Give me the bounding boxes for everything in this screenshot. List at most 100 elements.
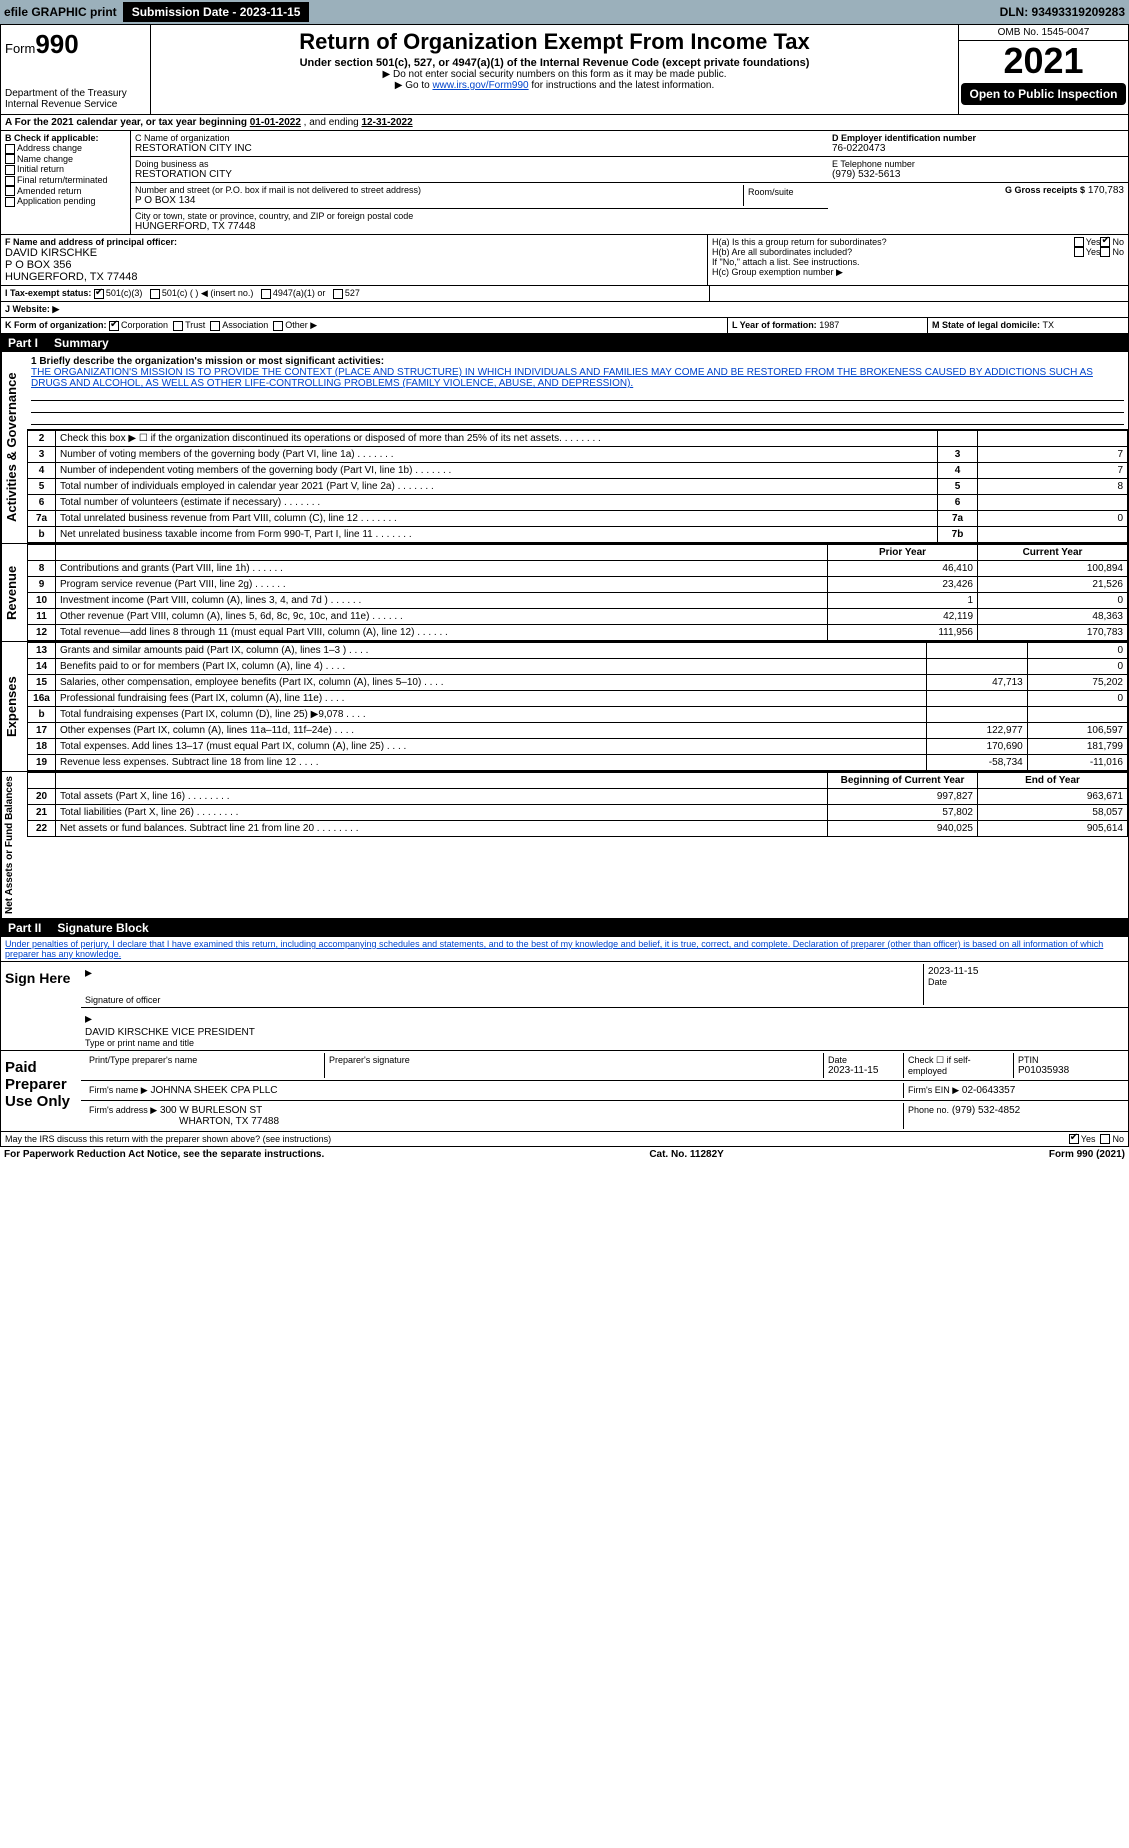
gov-section: Activities & Governance 1 Briefly descri…: [0, 352, 1129, 544]
ssn-warning: ▶ Do not enter social security numbers o…: [159, 69, 950, 80]
officer-block: F Name and address of principal officer:…: [0, 235, 1129, 286]
irs-label: Internal Revenue Service: [5, 99, 146, 110]
perjury-text: Under penalties of perjury, I declare th…: [0, 937, 1129, 962]
chk-final-return[interactable]: [5, 176, 15, 186]
mission-text: THE ORGANIZATION'S MISSION IS TO PROVIDE…: [31, 367, 1124, 389]
discuss-no[interactable]: [1100, 1134, 1110, 1144]
part1-header: Part I Summary: [0, 334, 1129, 352]
tax-year: 2021: [959, 41, 1128, 81]
chk-trust[interactable]: [173, 321, 183, 331]
firm-ein: 02-0643357: [962, 1085, 1015, 1096]
ha-no[interactable]: [1100, 237, 1110, 247]
table-row: 13Grants and similar amounts paid (Part …: [28, 643, 1128, 659]
goto-line: ▶ Go to www.irs.gov/Form990 for instruct…: [159, 80, 950, 91]
table-row: 5Total number of individuals employed in…: [28, 479, 1128, 495]
chk-527[interactable]: [333, 289, 343, 299]
top-bar: efile GRAPHIC print Submission Date - 20…: [0, 0, 1129, 24]
gross-receipts: 170,783: [1088, 185, 1124, 196]
revenue-section: Revenue Prior Year Current Year 8Contrib…: [0, 544, 1129, 642]
firm-name: JOHNNA SHEEK CPA PLLC: [150, 1085, 277, 1096]
table-row: 3Number of voting members of the governi…: [28, 447, 1128, 463]
org-street: P O BOX 134: [135, 195, 743, 206]
chk-501c3[interactable]: [94, 289, 104, 299]
sign-block: Sign Here Signature of officer 2023-11-1…: [0, 962, 1129, 1132]
chk-corp[interactable]: [109, 321, 119, 331]
part2-header: Part II Signature Block: [0, 919, 1129, 937]
ptin: P01035938: [1018, 1065, 1120, 1076]
org-city: HUNGERFORD, TX 77448: [135, 221, 824, 232]
table-row: 2Check this box ▶ ☐ if the organization …: [28, 431, 1128, 447]
open-to-public: Open to Public Inspection: [961, 83, 1126, 105]
table-row: 6Total number of volunteers (estimate if…: [28, 495, 1128, 511]
officer-addr2: HUNGERFORD, TX 77448: [5, 271, 703, 283]
year-formation: 1987: [819, 320, 839, 330]
table-row: 21Total liabilities (Part X, line 26) . …: [28, 805, 1128, 821]
table-row: bNet unrelated business taxable income f…: [28, 527, 1128, 543]
mission-block: 1 Briefly describe the organization's mi…: [27, 352, 1128, 430]
page-footer: For Paperwork Reduction Act Notice, see …: [0, 1147, 1129, 1162]
officer-typed-name: DAVID KIRSCHKE VICE PRESIDENT: [85, 1027, 1124, 1038]
chk-assoc[interactable]: [210, 321, 220, 331]
website-row: J Website: ▶: [0, 302, 1129, 318]
form-number: Form990: [5, 29, 146, 60]
org-name: RESTORATION CITY INC: [135, 143, 824, 154]
chk-other[interactable]: [273, 321, 283, 331]
netassets-table: Beginning of Current Year End of Year 20…: [27, 772, 1128, 837]
table-row: 14Benefits paid to or for members (Part …: [28, 659, 1128, 675]
chk-name-change[interactable]: [5, 154, 15, 164]
discuss-yes[interactable]: [1069, 1134, 1079, 1144]
table-row: 11Other revenue (Part VIII, column (A), …: [28, 609, 1128, 625]
hb-yes[interactable]: [1074, 247, 1084, 257]
omb-number: OMB No. 1545-0047: [959, 25, 1128, 41]
netassets-section: Net Assets or Fund Balances Beginning of…: [0, 772, 1129, 919]
chk-amended[interactable]: [5, 186, 15, 196]
revenue-table: Prior Year Current Year 8Contributions a…: [27, 544, 1128, 641]
header-left: Form990 Department of the Treasury Inter…: [1, 25, 151, 114]
box-b: B Check if applicable: Address change Na…: [1, 131, 131, 234]
gov-table: 2Check this box ▶ ☐ if the organization …: [27, 430, 1128, 543]
form-subtitle: Under section 501(c), 527, or 4947(a)(1)…: [159, 57, 950, 69]
period-begin: 01-01-2022: [250, 117, 301, 128]
state-domicile: TX: [1043, 320, 1055, 330]
entity-block: B Check if applicable: Address change Na…: [0, 131, 1129, 235]
table-row: 19Revenue less expenses. Subtract line 1…: [28, 755, 1128, 771]
hb-no[interactable]: [1100, 247, 1110, 257]
irs-link[interactable]: www.irs.gov/Form990: [432, 80, 528, 91]
expense-section: Expenses 13Grants and similar amounts pa…: [0, 642, 1129, 772]
form-header: Form990 Department of the Treasury Inter…: [0, 24, 1129, 115]
dln-label: DLN: 93493319209283: [1000, 5, 1125, 19]
submission-date-button[interactable]: Submission Date - 2023-11-15: [123, 2, 310, 22]
expense-table: 13Grants and similar amounts paid (Part …: [27, 642, 1128, 771]
chk-4947[interactable]: [261, 289, 271, 299]
chk-501c[interactable]: [150, 289, 160, 299]
table-row: 17Other expenses (Part IX, column (A), l…: [28, 723, 1128, 739]
header-center: Return of Organization Exempt From Incom…: [151, 25, 958, 114]
paid-preparer-label: Paid Preparer Use Only: [1, 1051, 81, 1131]
table-row: 4Number of independent voting members of…: [28, 463, 1128, 479]
officer-addr1: P O BOX 356: [5, 259, 703, 271]
ein: 76-0220473: [832, 143, 1124, 154]
table-row: 20Total assets (Part X, line 16) . . . .…: [28, 789, 1128, 805]
period-line: A For the 2021 calendar year, or tax yea…: [0, 115, 1129, 131]
gov-sidetab: Activities & Governance: [1, 352, 27, 543]
room-suite-label: Room/suite: [744, 185, 824, 206]
table-row: 15Salaries, other compensation, employee…: [28, 675, 1128, 691]
ha-yes[interactable]: [1074, 237, 1084, 247]
chk-app-pending[interactable]: [5, 197, 15, 207]
period-end: 12-31-2022: [362, 117, 413, 128]
officer-name: DAVID KIRSCHKE: [5, 247, 703, 259]
chk-initial-return[interactable]: [5, 165, 15, 175]
rev-sidetab: Revenue: [1, 544, 27, 641]
na-sidetab: Net Assets or Fund Balances: [1, 772, 27, 918]
dept-label: Department of the Treasury: [5, 88, 146, 99]
discuss-row: May the IRS discuss this return with the…: [0, 1132, 1129, 1147]
table-row: bTotal fundraising expenses (Part IX, co…: [28, 707, 1128, 723]
tax-status-row: I Tax-exempt status: 501(c)(3) 501(c) ( …: [0, 286, 1129, 302]
chk-address-change[interactable]: [5, 144, 15, 154]
firm-addr1: 300 W BURLESON ST: [160, 1105, 262, 1116]
table-row: 18Total expenses. Add lines 13–17 (must …: [28, 739, 1128, 755]
header-right: OMB No. 1545-0047 2021 Open to Public In…: [958, 25, 1128, 114]
org-dba: RESTORATION CITY: [135, 169, 824, 180]
box-de: D Employer identification number 76-0220…: [828, 131, 1128, 234]
telephone: (979) 532-5613: [832, 169, 1124, 180]
